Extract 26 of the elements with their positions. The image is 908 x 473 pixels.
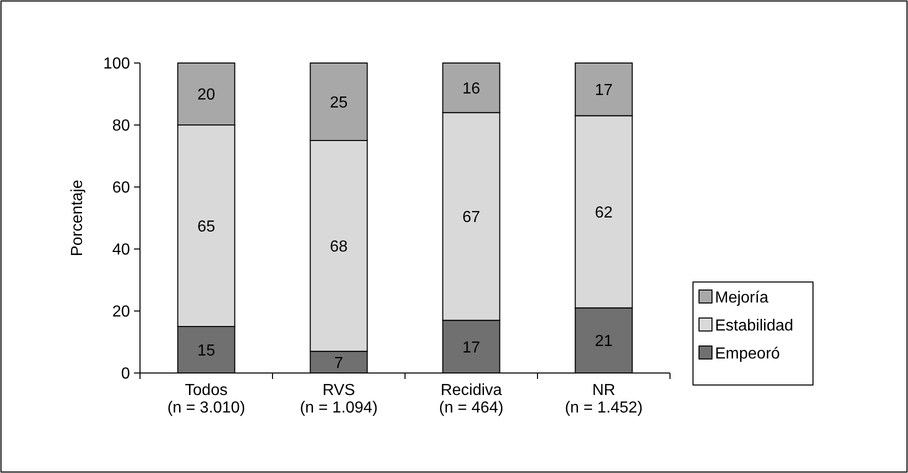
x-tick-label: RVS (n = 1.094) (300, 382, 378, 417)
data-label: 62 (594, 204, 613, 222)
data-label: 68 (330, 238, 348, 256)
x-tick-label: Todos (n = 3.010) (167, 382, 246, 417)
y-axis-title: Porcentaje (69, 180, 86, 256)
y-tick-label: 40 (112, 242, 130, 259)
data-label: 17 (594, 82, 613, 99)
x-tick-label: NR (n = 1.452) (564, 382, 643, 417)
data-label: 16 (462, 80, 480, 98)
data-label: 7 (334, 354, 344, 372)
y-tick-label: 0 (121, 366, 130, 383)
data-label: 67 (462, 209, 480, 226)
legend-label: Empeoró (715, 346, 780, 363)
data-label: 20 (197, 86, 216, 104)
data-label: 15 (197, 342, 216, 360)
y-tick-label: 100 (103, 56, 130, 73)
data-label: 65 (197, 218, 216, 236)
y-tick-label: 20 (112, 304, 130, 321)
data-label: 25 (330, 94, 348, 112)
legend-label: Mejoría (715, 290, 768, 307)
y-tick-label: 60 (112, 180, 130, 197)
x-tick-label: Recidiva (n = 464) (439, 382, 504, 417)
y-tick-label: 80 (112, 118, 130, 135)
data-label: 21 (594, 333, 613, 350)
legend-label: Estabilidad (715, 318, 794, 335)
data-label: 17 (462, 339, 480, 356)
